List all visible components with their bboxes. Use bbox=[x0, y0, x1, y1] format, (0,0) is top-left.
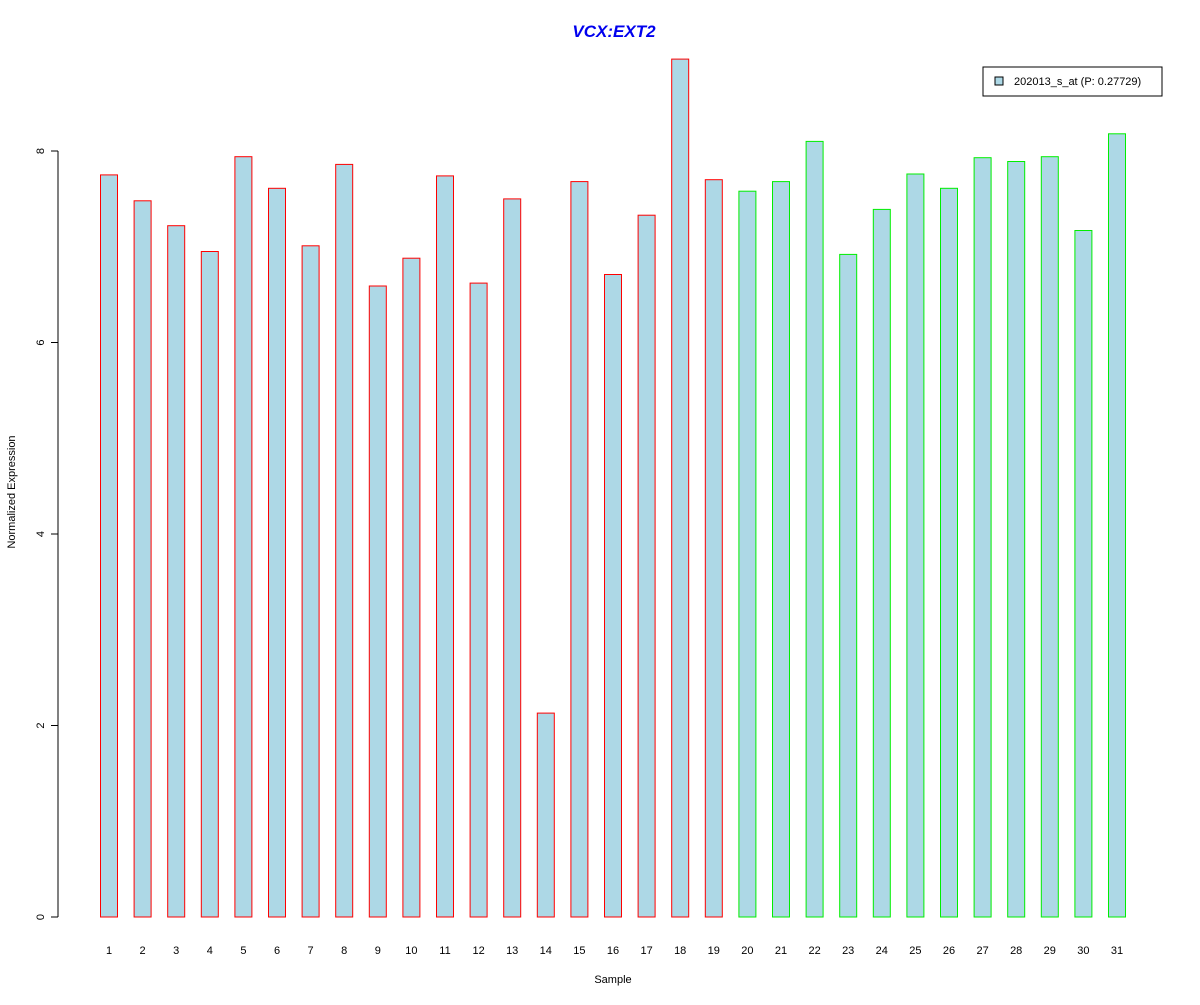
bar bbox=[1007, 161, 1026, 918]
x-tick-label: 8 bbox=[341, 945, 347, 957]
bar bbox=[200, 251, 219, 918]
bar bbox=[738, 190, 757, 918]
y-tick-label: 4 bbox=[35, 531, 47, 537]
bar bbox=[402, 257, 421, 918]
x-tick-label: 6 bbox=[274, 945, 280, 957]
bar bbox=[805, 140, 824, 918]
bar bbox=[1074, 230, 1093, 918]
bar bbox=[100, 174, 118, 918]
x-tick-label: 23 bbox=[842, 945, 854, 957]
bar bbox=[704, 179, 723, 918]
x-tick-label: 10 bbox=[405, 945, 417, 957]
x-tick-label: 1 bbox=[106, 945, 112, 957]
x-tick-label: 13 bbox=[506, 945, 518, 957]
bar bbox=[167, 225, 186, 918]
bar bbox=[469, 282, 488, 918]
x-tick-label: 25 bbox=[909, 945, 921, 957]
x-tick-label: 3 bbox=[173, 945, 179, 957]
legend-swatch bbox=[994, 76, 1004, 86]
y-axis: 0 2 4 6 8 bbox=[35, 148, 59, 920]
bar bbox=[637, 214, 656, 918]
x-tick-label: 20 bbox=[741, 945, 753, 957]
bar bbox=[973, 157, 992, 918]
legend: 202013_s_at (P: 0.27729) bbox=[982, 66, 1163, 97]
x-tick-label: 30 bbox=[1077, 945, 1089, 957]
bar bbox=[1108, 133, 1126, 918]
x-tick-label: 29 bbox=[1044, 945, 1056, 957]
x-tick-label: 16 bbox=[607, 945, 619, 957]
bar bbox=[436, 175, 454, 918]
bars-group bbox=[100, 58, 1126, 918]
chart-title: VCX:EXT2 bbox=[572, 22, 656, 41]
x-tick-label: 22 bbox=[808, 945, 820, 957]
bar bbox=[906, 173, 925, 918]
bar bbox=[772, 181, 790, 918]
x-tick-label: 4 bbox=[207, 945, 213, 957]
legend-label: 202013_s_at (P: 0.27729) bbox=[1014, 76, 1141, 88]
bar bbox=[301, 245, 320, 918]
x-tick-labels: 1 2 3 4 5 6 7 8 9 10 11 12 13 14 15 16 17 18 19 20 21 22 23 24 2… bbox=[106, 945, 1123, 957]
legend-box bbox=[982, 66, 1163, 97]
bar bbox=[872, 208, 891, 918]
bar bbox=[940, 187, 958, 918]
bar bbox=[335, 163, 354, 918]
x-tick-label: 7 bbox=[308, 945, 314, 957]
bar bbox=[268, 187, 286, 918]
x-tick-label: 19 bbox=[708, 945, 720, 957]
bar bbox=[133, 200, 152, 918]
x-tick-label: 24 bbox=[876, 945, 888, 957]
bar bbox=[234, 156, 253, 918]
bar bbox=[671, 58, 690, 918]
x-tick-label: 18 bbox=[674, 945, 686, 957]
x-axis-title: Sample bbox=[594, 974, 631, 986]
x-tick-label: 2 bbox=[140, 945, 146, 957]
y-tick-label: 0 bbox=[35, 914, 47, 920]
x-tick-label: 27 bbox=[976, 945, 988, 957]
y-tick-label: 6 bbox=[35, 339, 47, 345]
bar bbox=[839, 253, 858, 918]
bar bbox=[536, 712, 555, 918]
x-tick-label: 17 bbox=[640, 945, 652, 957]
x-tick-label: 11 bbox=[439, 945, 450, 957]
x-tick-label: 31 bbox=[1111, 945, 1123, 957]
x-tick-label: 12 bbox=[472, 945, 484, 957]
x-tick-label: 5 bbox=[240, 945, 246, 957]
bar bbox=[1040, 156, 1059, 918]
x-tick-label: 15 bbox=[573, 945, 585, 957]
y-axis-title: Normalized Expression bbox=[6, 435, 18, 548]
x-tick-label: 9 bbox=[375, 945, 381, 957]
y-tick-label: 8 bbox=[35, 148, 47, 154]
bar bbox=[503, 198, 522, 918]
x-tick-label: 28 bbox=[1010, 945, 1022, 957]
x-tick-label: 26 bbox=[943, 945, 955, 957]
x-tick-label: 14 bbox=[540, 945, 552, 957]
bar bbox=[604, 274, 622, 918]
bar bbox=[570, 181, 589, 918]
x-tick-label: 21 bbox=[775, 945, 787, 957]
bar bbox=[368, 285, 387, 918]
y-tick-label: 2 bbox=[35, 722, 47, 728]
